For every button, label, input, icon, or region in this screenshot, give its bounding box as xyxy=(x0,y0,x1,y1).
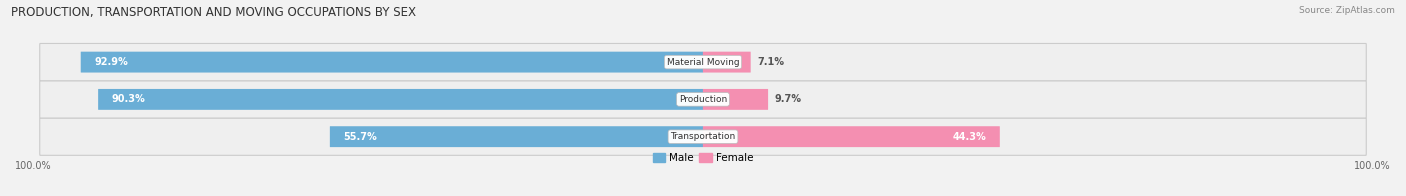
Legend: Male, Female: Male, Female xyxy=(648,149,758,167)
Text: PRODUCTION, TRANSPORTATION AND MOVING OCCUPATIONS BY SEX: PRODUCTION, TRANSPORTATION AND MOVING OC… xyxy=(11,6,416,19)
FancyBboxPatch shape xyxy=(703,126,1000,147)
FancyBboxPatch shape xyxy=(703,89,768,110)
Text: Source: ZipAtlas.com: Source: ZipAtlas.com xyxy=(1299,6,1395,15)
Text: Production: Production xyxy=(679,95,727,104)
FancyBboxPatch shape xyxy=(80,52,703,73)
FancyBboxPatch shape xyxy=(98,89,703,110)
Text: 90.3%: 90.3% xyxy=(111,94,145,104)
Text: 7.1%: 7.1% xyxy=(758,57,785,67)
Text: 9.7%: 9.7% xyxy=(775,94,801,104)
FancyBboxPatch shape xyxy=(703,52,751,73)
Text: 92.9%: 92.9% xyxy=(94,57,128,67)
Text: 44.3%: 44.3% xyxy=(952,132,986,142)
FancyBboxPatch shape xyxy=(39,81,1367,118)
FancyBboxPatch shape xyxy=(39,118,1367,155)
Text: 55.7%: 55.7% xyxy=(343,132,377,142)
Text: Material Moving: Material Moving xyxy=(666,58,740,67)
Text: Transportation: Transportation xyxy=(671,132,735,141)
FancyBboxPatch shape xyxy=(39,44,1367,81)
FancyBboxPatch shape xyxy=(330,126,703,147)
